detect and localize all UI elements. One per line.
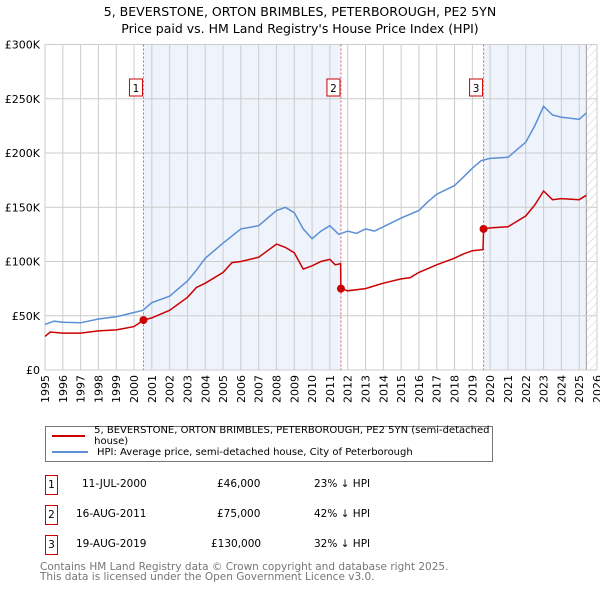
y-tick-label: £50K — [12, 310, 41, 323]
y-tick-label: £200K — [5, 147, 41, 160]
footer-line: Contains HM Land Registry data © Crown c… — [40, 561, 449, 573]
x-tick-label: 2002 — [164, 375, 177, 403]
sale-price: £75,000 — [217, 508, 261, 520]
x-tick-label: 2005 — [217, 375, 230, 403]
x-tick-label: 2010 — [306, 375, 319, 403]
legend-swatch-red — [52, 435, 86, 437]
x-tick-label: 2011 — [324, 375, 337, 403]
x-tick-label: 2012 — [342, 375, 355, 403]
x-tick-label: 1997 — [75, 375, 88, 403]
x-tick-label: 1998 — [92, 375, 105, 403]
x-tick-label: 2018 — [449, 375, 462, 403]
x-tick-label: 2008 — [270, 375, 283, 403]
y-tick-label: £250K — [5, 93, 41, 106]
chart-title: 5, BEVERSTONE, ORTON BRIMBLES, PETERBORO… — [103, 4, 497, 19]
x-tick-label: 2015 — [395, 375, 408, 403]
hpi-line — [44, 105, 587, 326]
legend-swatch-blue — [52, 451, 88, 453]
y-tick-label: £0 — [26, 364, 40, 377]
x-tick-label: 2001 — [146, 375, 159, 403]
x-tick-label: 2017 — [431, 375, 444, 403]
x-tick-label: 2006 — [235, 375, 248, 403]
legend-item-hpi: HPI: Average price, semi-detached house,… — [52, 444, 413, 460]
x-tick-label: 2003 — [181, 375, 194, 403]
sale-point — [336, 284, 345, 293]
x-tick-label: 2009 — [288, 375, 301, 403]
sale-delta: 42% ↓ HPI — [314, 508, 371, 520]
legend-label: 5, BEVERSTONE, ORTON BRIMBLES, PETERBORO… — [94, 425, 490, 447]
x-tick-label: 1999 — [110, 375, 123, 403]
sale-marker-label: 2 — [330, 83, 337, 95]
sale-price: £130,000 — [211, 538, 262, 550]
legend-label: HPI: Average price, semi-detached house,… — [97, 446, 413, 458]
x-tick-label: 1995 — [39, 375, 52, 403]
sale-date: 19-AUG-2019 — [76, 538, 147, 550]
x-tick-label: 2021 — [502, 375, 515, 403]
property-price-line — [44, 189, 587, 337]
sale-point — [479, 224, 488, 233]
sale-point — [139, 316, 148, 325]
x-tick-label: 2019 — [466, 375, 479, 403]
x-tick-label: 2000 — [128, 375, 141, 403]
sale-marker-label: 1 — [133, 83, 140, 95]
x-tick-label: 2025 — [573, 375, 586, 403]
price-chart: 1995 1996 1997 1998 1999 2000 2001 2002 2003 2004… — [5, 39, 600, 404]
x-tick-label: 2020 — [484, 375, 497, 403]
footer-line: This data is licensed under the Open Gov… — [40, 571, 375, 583]
sale-delta: 32% ↓ HPI — [314, 538, 371, 550]
x-tick-label: 2023 — [538, 375, 551, 403]
x-tick-label: 2016 — [413, 375, 426, 403]
y-tick-label: £150K — [5, 201, 41, 214]
sale-marker-box — [469, 78, 484, 97]
y-tick-label: £100K — [5, 256, 41, 269]
x-tick-label: 2024 — [555, 375, 568, 403]
x-tick-label: 2026 — [591, 375, 600, 403]
y-tick-label: £300K — [5, 39, 41, 52]
sale-marker-box: 3 — [45, 535, 58, 555]
sale-price: £46,000 — [217, 478, 261, 490]
sale-marker-box: 2 — [45, 505, 58, 525]
sale-marker-label: 3 — [473, 83, 480, 95]
chart-subtitle: Price paid vs. HM Land Registry's House … — [121, 21, 479, 36]
sale-date: 11-JUL-2000 — [82, 478, 147, 490]
x-tick-label: 2004 — [199, 375, 212, 403]
sale-marker-box: 1 — [45, 475, 58, 495]
legend: 5, BEVERSTONE, ORTON BRIMBLES, PETERBORO… — [45, 425, 493, 462]
sale-marker-box — [326, 78, 341, 97]
x-tick-label: 2007 — [253, 375, 266, 403]
legend-item-property: 5, BEVERSTONE, ORTON BRIMBLES, PETERBORO… — [52, 425, 492, 447]
x-tick-label: 2013 — [360, 375, 373, 403]
x-tick-label: 2022 — [520, 375, 533, 403]
x-tick-label: 1996 — [57, 375, 70, 403]
sale-date: 16-AUG-2011 — [76, 508, 147, 520]
sale-delta: 23% ↓ HPI — [314, 478, 371, 490]
x-tick-label: 2014 — [377, 375, 390, 403]
sale-marker-box — [128, 78, 143, 97]
footer: Contains HM Land Registry data © Crown c… — [40, 561, 449, 583]
